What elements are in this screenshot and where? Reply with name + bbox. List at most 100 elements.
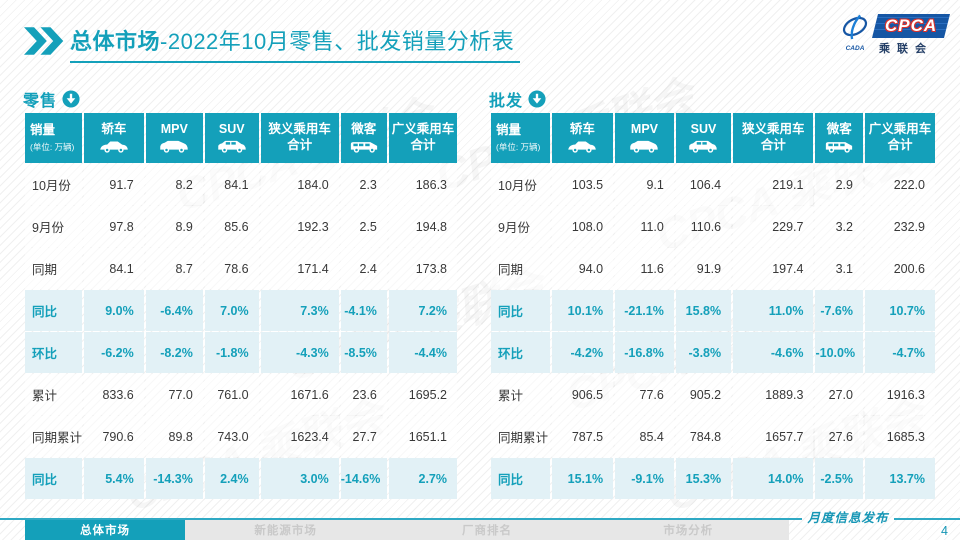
retail-label: 零售 <box>23 93 58 110</box>
table-row: 10月份 103.5 9.1 106.4 219.1 2.9 222.0 <box>491 164 935 205</box>
sedan-car-icon <box>84 139 144 154</box>
table-row: 同比 5.4% -14.3% 2.4% 3.0% -14.6% 2.7% <box>25 458 457 499</box>
col-header: 狭义乘用车 合计 <box>260 113 339 163</box>
cell-value: 761.0 <box>204 374 259 415</box>
wholesale-table: 销量 (单位: 万辆) 轿车 MPV SUV 狭义乘用车 合计 微客 广义乘用车 合计 10月份 10… <box>489 112 937 500</box>
row-label: 同比 <box>491 458 550 499</box>
sedan-car-icon <box>552 139 613 154</box>
cell-value: 232.9 <box>864 206 935 247</box>
row-label: 10月份 <box>491 164 550 205</box>
cell-value: 91.7 <box>84 164 144 205</box>
cell-value: 8.7 <box>145 248 203 289</box>
cell-value: 85.4 <box>615 416 674 457</box>
cell-value: 3.2 <box>815 206 863 247</box>
table-row: 环比 -4.2% -16.8% -3.8% -4.6% -10.0% -4.7% <box>491 332 935 373</box>
cell-value: 7.0% <box>204 290 259 331</box>
double-chevron-icon <box>24 27 64 55</box>
cpca-cn-label: 乘联会 <box>879 43 933 55</box>
retail-section-header: 零售 <box>23 88 459 110</box>
down-circle-icon <box>62 90 80 108</box>
cell-value: 89.8 <box>145 416 203 457</box>
cell-value: 905.2 <box>675 374 732 415</box>
cell-value: 84.1 <box>204 164 259 205</box>
page-number: 4 <box>941 524 948 538</box>
cell-value: -4.4% <box>388 332 457 373</box>
cell-value: 11.0% <box>733 290 814 331</box>
cell-value: 7.2% <box>388 290 457 331</box>
cell-value: 2.9 <box>815 164 863 205</box>
cell-value: 7.3% <box>260 290 339 331</box>
cell-value: 1695.2 <box>388 374 457 415</box>
wholesale-section-header: 批发 <box>489 88 937 110</box>
cell-value: 108.0 <box>551 206 614 247</box>
title-section-name: 总体市场 <box>70 29 161 54</box>
cell-value: 9.1 <box>615 164 674 205</box>
cell-value: 2.3 <box>340 164 387 205</box>
cell-value: 173.8 <box>388 248 457 289</box>
cell-value: 1685.3 <box>864 416 935 457</box>
row-label: 同期 <box>25 248 83 289</box>
cell-value: 833.6 <box>84 374 144 415</box>
cell-value: 2.4 <box>340 248 387 289</box>
cell-value: -21.1% <box>615 290 674 331</box>
cell-value: 200.6 <box>864 248 935 289</box>
cell-value: 97.8 <box>84 206 144 247</box>
table-row: 同比 15.1% -9.1% 15.3% 14.0% -2.5% 13.7% <box>491 458 935 499</box>
mpv-car-icon <box>146 139 203 154</box>
row-label: 环比 <box>491 332 550 373</box>
col-header: 广义乘用车 合计 <box>388 113 457 163</box>
tab-market-analysis[interactable]: 市场分析 <box>663 525 714 537</box>
cpca-emblem: CPCA 乘联会 <box>872 14 950 56</box>
cada-label: CADA <box>845 45 865 52</box>
cell-value: -4.7% <box>864 332 935 373</box>
cell-value: 94.0 <box>551 248 614 289</box>
cell-value: 1889.3 <box>733 374 814 415</box>
row-label: 同期 <box>491 248 550 289</box>
cell-value: 23.6 <box>340 374 387 415</box>
page-header: 总体市场-2022年10月零售、批发销量分析表 <box>24 24 521 63</box>
col-header: 轿车 <box>551 113 614 163</box>
cell-value: -8.2% <box>145 332 203 373</box>
row-label: 同比 <box>25 290 83 331</box>
table-row: 同比 10.1% -21.1% 15.8% 11.0% -7.6% 10.7% <box>491 290 935 331</box>
tab-nev-market[interactable]: 新能源市场 <box>254 525 317 537</box>
publish-label: 月度信息发布 <box>807 511 889 525</box>
cpca-band: CPCA <box>872 14 950 38</box>
footer-tabs: 总体市场 新能源市场 厂商排名 市场分析 <box>25 520 789 540</box>
cell-value: 27.6 <box>815 416 863 457</box>
cell-value: 8.9 <box>145 206 203 247</box>
cell-value: 192.3 <box>260 206 339 247</box>
row-label: 同期累计 <box>491 416 550 457</box>
mpv-car-icon <box>615 139 674 154</box>
cell-value: 8.2 <box>145 164 203 205</box>
cell-value: 2.5 <box>340 206 387 247</box>
cell-value: 1671.6 <box>260 374 339 415</box>
cell-value: -4.1% <box>340 290 387 331</box>
cell-value: -9.1% <box>615 458 674 499</box>
tab-oem-ranking[interactable]: 厂商排名 <box>461 525 512 537</box>
table-row: 10月份 91.7 8.2 84.1 184.0 2.3 186.3 <box>25 164 457 205</box>
cell-value: 2.4% <box>204 458 259 499</box>
cell-value: -7.6% <box>815 290 863 331</box>
cell-value: -6.4% <box>145 290 203 331</box>
cell-value: 194.8 <box>388 206 457 247</box>
col-header: MPV <box>145 113 203 163</box>
row-label: 10月份 <box>25 164 83 205</box>
tab-overall-market[interactable]: 总体市场 <box>25 520 185 540</box>
cell-value: 197.4 <box>733 248 814 289</box>
table-row: 同期累计 787.5 85.4 784.8 1657.7 27.6 1685.3 <box>491 416 935 457</box>
cell-value: -8.5% <box>340 332 387 373</box>
row-label: 同比 <box>491 290 550 331</box>
cell-value: -3.8% <box>675 332 732 373</box>
cell-value: 906.5 <box>551 374 614 415</box>
footer-divider-left <box>0 518 802 520</box>
cell-value: 3.1 <box>815 248 863 289</box>
cell-value: 1916.3 <box>864 374 935 415</box>
cell-value: 219.1 <box>733 164 814 205</box>
microvan-icon <box>341 139 387 154</box>
cell-value: 184.0 <box>260 164 339 205</box>
row-label: 9月份 <box>491 206 550 247</box>
cell-value: 186.3 <box>388 164 457 205</box>
title-rest: -2022年10月零售、批发销量分析表 <box>160 29 515 54</box>
cell-value: 15.1% <box>551 458 614 499</box>
